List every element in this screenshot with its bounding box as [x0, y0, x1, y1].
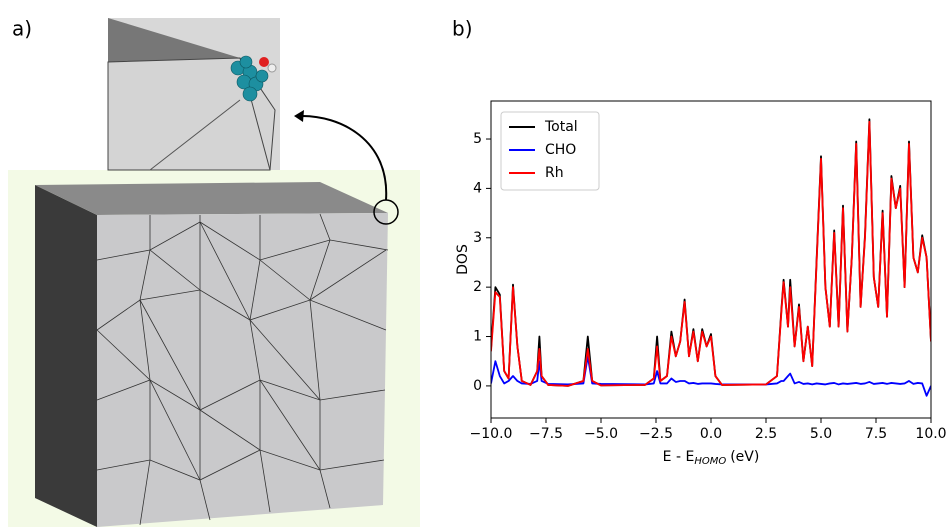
legend-label: CHO — [545, 142, 576, 158]
y-tick-label: 5 — [473, 131, 482, 147]
y-tick-label: 3 — [473, 230, 482, 246]
legend-box — [500, 111, 600, 191]
y-tick-label: 2 — [473, 279, 482, 295]
x-axis-label-unit: (eV) — [730, 449, 759, 465]
x-tick-label: −10.0 — [470, 426, 513, 442]
y-tick-label: 4 — [473, 180, 482, 196]
x-axis-label: E - EHOMO (eV) — [663, 449, 760, 467]
x-tick-label: 2.5 — [755, 426, 777, 442]
mesh-illustration — [8, 18, 420, 527]
y-tick-label: 0 — [473, 378, 482, 394]
y-axis-label: DOS — [455, 244, 471, 275]
x-tick-label: −5.0 — [584, 426, 618, 442]
y-tick-label: 1 — [473, 329, 482, 345]
series-line — [491, 355, 931, 397]
x-tick-label: −2.5 — [639, 426, 673, 442]
x-tick-label: 5.0 — [810, 426, 832, 442]
panel-label: b) — [452, 17, 473, 41]
plot-area — [491, 118, 931, 397]
dos-chart: 0 1 2 3 4 5 −10.0 −7.5 −5.0 −2.5 0.0 2.5 5.0 7.5 10.0 D… — [455, 100, 947, 467]
x-axis-label-sub: HOMO — [694, 456, 726, 467]
legend-label: Rh — [545, 165, 564, 181]
panel-label: a) — [12, 17, 32, 41]
series-line — [491, 120, 931, 387]
x-tick-label: 10.0 — [915, 426, 946, 442]
legend-label: Total — [544, 119, 578, 135]
x-axis-label-main: E - E — [663, 449, 695, 465]
plot-frame — [490, 100, 932, 419]
x-tick-label: −7.5 — [529, 426, 563, 442]
x-tick-label: 0.0 — [700, 426, 722, 442]
x-tick-label: 7.5 — [865, 426, 887, 442]
